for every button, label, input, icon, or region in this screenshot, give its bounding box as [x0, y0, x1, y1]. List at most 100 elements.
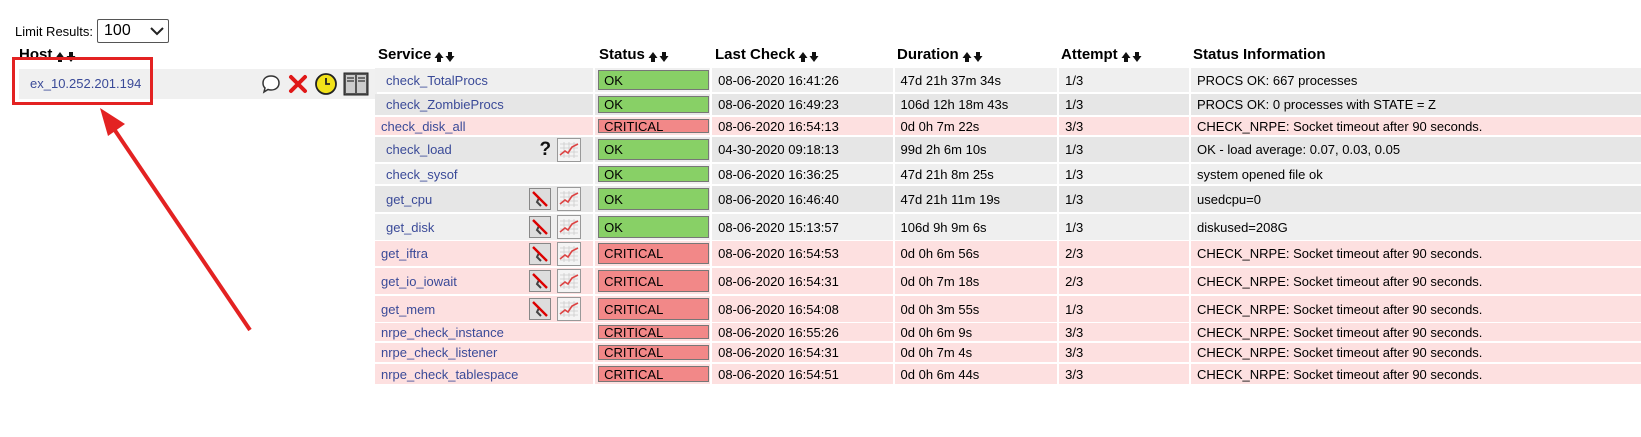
duration-cell: 0d 0h 7m 22s — [894, 117, 1058, 135]
attempt-cell: 3/3 — [1059, 117, 1190, 135]
question-icon[interactable]: ? — [539, 138, 552, 160]
notifications-disabled-icon[interactable] — [529, 270, 552, 292]
limit-results-label: Limit Results: — [15, 23, 94, 39]
table-row: check_ZombieProcs OK 08-06-2020 16:49:23… — [375, 94, 1641, 115]
sort-down-icon[interactable] — [1132, 51, 1142, 63]
status-badge: OK — [598, 139, 710, 160]
graph-icon[interactable] — [557, 269, 582, 293]
table-row: get_mem CRITICAL 08-06-2020 16:54:08 0d … — [375, 296, 1641, 322]
header-service-label: Service — [378, 46, 432, 63]
sort-up-icon[interactable] — [648, 51, 658, 63]
attempt-cell: 1/3 — [1059, 137, 1189, 162]
header-attempt[interactable]: Attempt — [1061, 46, 1142, 63]
last-check-cell: 08-06-2020 15:13:57 — [712, 214, 893, 240]
host-link[interactable]: ex_10.252.201.194 — [30, 76, 142, 91]
status-badge: OK — [598, 216, 710, 238]
attempt-cell: 3/3 — [1059, 323, 1190, 341]
service-cell: get_disk — [375, 214, 594, 240]
limit-results-select[interactable]: 100 — [97, 19, 170, 43]
status-information-cell: CHECK_NRPE: Socket timeout after 90 seco… — [1191, 268, 1641, 294]
notifications-disabled-icon[interactable] — [529, 242, 552, 265]
service-link[interactable]: check_TotalProcs — [386, 72, 488, 88]
duration-cell: 0d 0h 3m 55s — [894, 296, 1058, 322]
sort-icons-attempt[interactable] — [1121, 51, 1142, 63]
status-badge: OK — [598, 188, 710, 210]
service-link[interactable]: nrpe_check_tablespace — [381, 366, 519, 382]
header-attempt-label: Attempt — [1061, 46, 1118, 63]
service-link[interactable]: check_disk_all — [381, 118, 466, 134]
status-cell: OK — [595, 94, 711, 115]
attempt-cell: 1/3 — [1059, 94, 1189, 115]
service-link[interactable]: nrpe_check_instance — [381, 324, 504, 340]
last-check-cell: 08-06-2020 16:41:26 — [712, 68, 893, 92]
last-check-cell: 08-06-2020 16:46:40 — [712, 186, 893, 212]
sort-up-icon[interactable] — [962, 51, 972, 63]
sort-up-icon[interactable] — [434, 51, 444, 63]
service-link[interactable]: check_sysof — [386, 166, 458, 182]
service-link[interactable]: get_iftra — [381, 246, 428, 261]
service-link[interactable]: get_mem — [381, 301, 436, 317]
highlight-box — [12, 57, 153, 105]
status-information-cell: PROCS OK: 0 processes with STATE = Z — [1191, 94, 1641, 115]
notifications-disabled-icon[interactable] — [529, 216, 552, 238]
graph-icon[interactable] — [557, 297, 582, 321]
table-row: get_io_iowait CRITICAL 08-06-2020 16:54:… — [375, 268, 1641, 294]
header-service[interactable]: Service — [378, 46, 455, 63]
notifications-disabled-icon[interactable] — [529, 298, 552, 320]
service-cell: nrpe_check_instance — [375, 323, 594, 341]
duration-cell: 0d 0h 6m 56s — [894, 241, 1058, 266]
duration-cell: 47d 21h 37m 34s — [894, 68, 1058, 92]
header-last-check[interactable]: Last Check — [715, 46, 819, 63]
sort-down-icon[interactable] — [809, 51, 819, 63]
graph-icon[interactable] — [557, 241, 582, 266]
service-cell: get_iftra — [375, 241, 594, 266]
host-details-icon[interactable] — [343, 72, 369, 96]
graph-icon[interactable] — [557, 215, 582, 239]
service-cell: get_cpu — [375, 186, 594, 212]
sort-down-icon[interactable] — [659, 51, 669, 63]
service-cell: check_sysof — [375, 164, 594, 184]
sort-icons-status[interactable] — [648, 51, 669, 63]
header-status-information: Status Information — [1193, 46, 1326, 63]
table-row: get_disk OK 08-06-2020 15:13:57 106d 9h … — [375, 214, 1641, 240]
last-check-cell: 08-06-2020 16:54:31 — [712, 343, 893, 362]
service-link[interactable]: get_io_iowait — [381, 273, 457, 289]
sort-icons-duration[interactable] — [962, 51, 983, 63]
status-cell: OK — [595, 68, 711, 92]
delete-icon[interactable] — [287, 73, 309, 95]
duration-cell: 106d 12h 18m 43s — [894, 94, 1058, 115]
service-link[interactable]: get_cpu — [386, 191, 433, 207]
host-row: ex_10.252.201.194 — [19, 69, 377, 99]
duration-cell: 0d 0h 7m 18s — [894, 268, 1058, 294]
graph-icon[interactable] — [557, 137, 582, 162]
last-check-cell: 08-06-2020 16:54:08 — [712, 296, 893, 322]
last-check-cell: 08-06-2020 16:55:26 — [712, 323, 893, 341]
status-information-cell: CHECK_NRPE: Socket timeout after 90 seco… — [1191, 364, 1641, 384]
sort-icons-service[interactable] — [434, 51, 455, 63]
sort-icons-last-check[interactable] — [798, 51, 819, 63]
service-cell: nrpe_check_tablespace — [375, 364, 594, 384]
service-link[interactable]: check_ZombieProcs — [386, 97, 504, 112]
comment-icon[interactable] — [260, 73, 282, 95]
schedule-clock-icon[interactable] — [314, 72, 338, 96]
chevron-down-icon — [150, 27, 164, 36]
last-check-cell: 08-06-2020 16:49:23 — [712, 94, 893, 115]
sort-down-icon[interactable] — [973, 51, 983, 63]
service-link[interactable]: get_disk — [386, 219, 435, 235]
graph-icon[interactable] — [557, 187, 582, 211]
table-row: nrpe_check_listener CRITICAL 08-06-2020 … — [375, 343, 1641, 362]
notifications-disabled-icon[interactable] — [529, 188, 552, 210]
sort-up-icon[interactable] — [798, 51, 808, 63]
status-badge: CRITICAL — [598, 325, 710, 340]
status-cell: CRITICAL — [595, 323, 711, 341]
service-action-icons — [529, 241, 582, 266]
service-link[interactable]: nrpe_check_listener — [381, 345, 498, 360]
sort-down-icon[interactable] — [445, 51, 455, 63]
sort-up-icon[interactable] — [1121, 51, 1131, 63]
last-check-cell: 08-06-2020 16:54:13 — [712, 117, 893, 135]
header-status[interactable]: Status — [599, 46, 669, 63]
status-information-cell: OK - load average: 0.07, 0.03, 0.05 — [1191, 137, 1641, 162]
header-duration[interactable]: Duration — [897, 46, 983, 63]
service-link[interactable]: check_load — [386, 142, 452, 157]
table-row: get_cpu OK 08-06-2020 16:46:40 47d 21h 1… — [375, 186, 1641, 212]
